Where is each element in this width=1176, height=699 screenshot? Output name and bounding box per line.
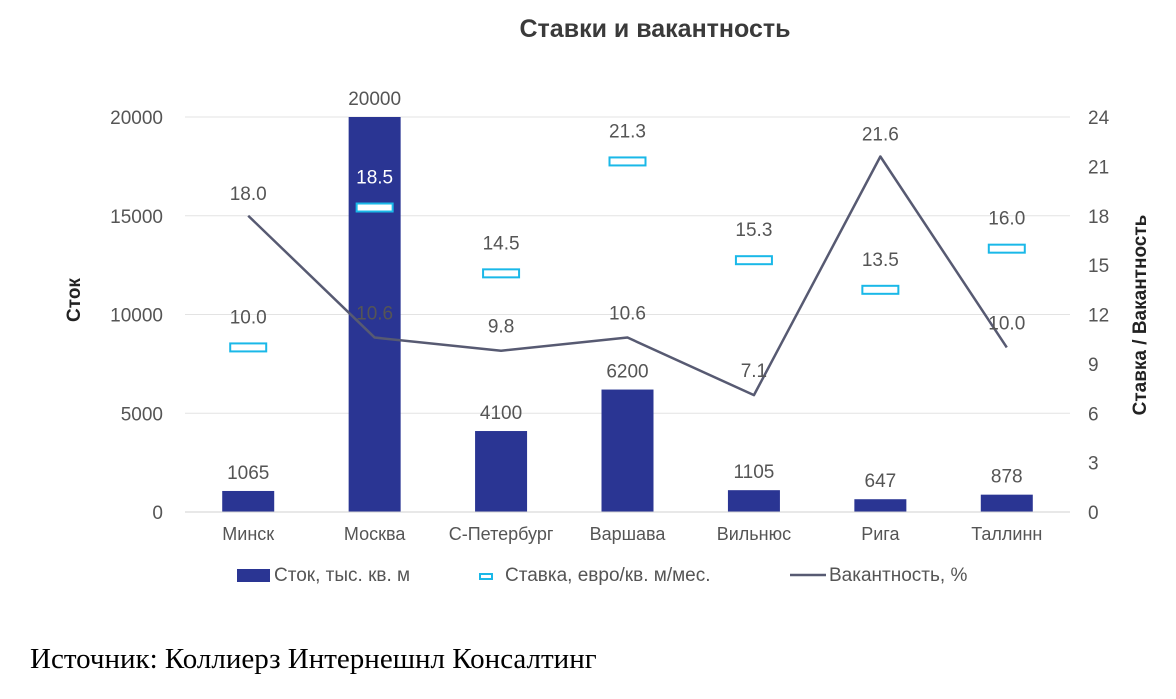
stock-bar xyxy=(475,431,528,512)
y-tick-label: 15000 xyxy=(110,207,163,228)
x-tick-label: Рига xyxy=(861,524,900,544)
stock-bars xyxy=(222,117,1033,512)
legend-label-rate: Ставка, евро/кв. м/мес. xyxy=(505,565,711,586)
y-tick-label: 0 xyxy=(152,503,163,524)
rate-marker xyxy=(482,268,521,279)
y2-tick-label: 18 xyxy=(1088,207,1109,228)
rate-label: 21.3 xyxy=(609,121,646,142)
y-tick-label: 5000 xyxy=(121,404,163,425)
y2-tick-label: 3 xyxy=(1088,454,1099,475)
stock-bar-label: 647 xyxy=(865,471,897,492)
rate-label: 14.5 xyxy=(483,233,520,254)
y-axis-label: Сток xyxy=(64,278,85,322)
stock-bar xyxy=(854,499,907,512)
stock-bar-label: 4100 xyxy=(480,403,522,424)
rate-marker xyxy=(355,202,394,213)
stock-bar xyxy=(727,490,780,512)
legend-label-vacancy: Вакантность, % xyxy=(829,565,967,586)
y2-tick-label: 21 xyxy=(1088,157,1109,178)
vacancy-label: 9.8 xyxy=(488,317,514,338)
stock-bar xyxy=(348,117,401,512)
axes: 0 5000 10000 15000 20000 0 3 6 9 12 15 18 21 24 Минск М… xyxy=(110,108,1109,544)
source-text: Коллиерз Интернешнл Консалтинг xyxy=(164,643,597,675)
stock-bar-label: 1105 xyxy=(733,462,774,483)
y-tick-label: 10000 xyxy=(110,306,163,327)
legend-swatch-rate xyxy=(479,573,493,580)
rate-marker xyxy=(861,284,900,295)
rate-markers xyxy=(229,156,1026,353)
vacancy-line xyxy=(247,155,1008,397)
y2-tick-label: 15 xyxy=(1088,256,1109,277)
rate-marker xyxy=(987,243,1026,254)
x-tick-label: Вильнюс xyxy=(717,524,791,544)
source-label: Источник: xyxy=(30,643,158,675)
stock-bar xyxy=(222,490,275,512)
source-note: Источник: Коллиерз Интернешнл Консалтинг xyxy=(30,643,597,676)
y2-tick-label: 12 xyxy=(1088,306,1109,327)
x-tick-label: Москва xyxy=(344,524,406,544)
vacancy-label: 10.6 xyxy=(609,304,646,325)
stock-bar-label: 878 xyxy=(991,467,1023,488)
vacancy-label: 7.1 xyxy=(741,361,767,382)
x-tick-label: С-Петербург xyxy=(449,524,554,544)
vacancy-label: 10.0 xyxy=(988,313,1025,334)
data-labels: 1065 20000 4100 6200 1105 647 878 18.0 10.6 9.8 10… xyxy=(227,89,1025,492)
y2-axis-label: Ставка / Вакантность xyxy=(1130,215,1151,416)
y2-tick-label: 0 xyxy=(1088,503,1099,524)
y2-tick-label: 24 xyxy=(1088,108,1110,129)
rate-label: 13.5 xyxy=(862,250,899,271)
stock-bar-label: 1065 xyxy=(227,463,269,484)
y2-tick-label: 9 xyxy=(1088,355,1099,376)
stock-bar-label: 6200 xyxy=(606,362,648,383)
chart-title: Ставки и вакантность xyxy=(520,15,791,43)
legend-swatch-stock xyxy=(237,569,270,582)
stock-bar xyxy=(601,389,654,512)
chart: 1065 20000 4100 6200 1105 647 878 18.0 10.6 9.8 10… xyxy=(64,15,1151,586)
legend: Сток, тыс. кв. м Ставка, евро/кв. м/мес. В… xyxy=(237,565,967,586)
vacancy-label: 21.6 xyxy=(862,125,899,146)
x-tick-label: Варшава xyxy=(590,524,667,544)
legend-label-stock: Сток, тыс. кв. м xyxy=(274,565,410,586)
rate-label: 15.3 xyxy=(735,220,772,241)
rate-marker xyxy=(734,255,773,266)
y-tick-label: 20000 xyxy=(110,108,163,129)
vacancy-series-line xyxy=(247,155,1008,397)
rate-marker xyxy=(229,342,268,353)
stock-bar-label: 20000 xyxy=(348,89,401,110)
rate-label: 18.5 xyxy=(356,168,393,189)
y2-tick-label: 6 xyxy=(1088,404,1099,425)
rate-marker xyxy=(608,156,647,167)
x-tick-label: Таллинн xyxy=(971,524,1042,544)
vacancy-label: 18.0 xyxy=(230,184,267,205)
vacancy-label: 10.6 xyxy=(356,304,393,325)
x-tick-label: Минск xyxy=(222,524,274,544)
rate-label: 16.0 xyxy=(988,209,1025,230)
rate-label: 10.0 xyxy=(230,307,267,328)
stock-bar xyxy=(980,494,1033,512)
